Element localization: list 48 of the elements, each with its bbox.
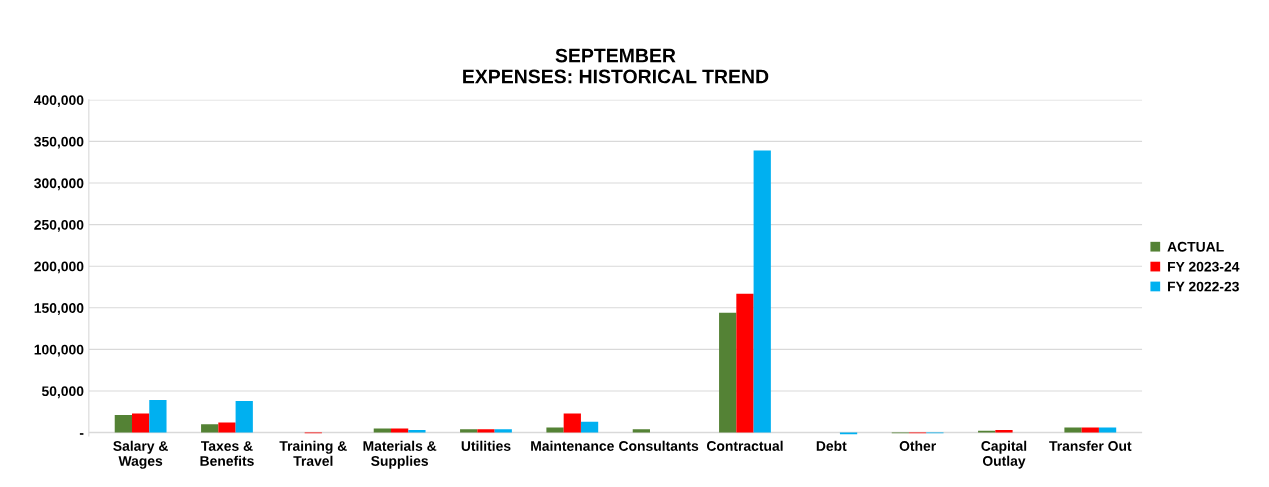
bar	[736, 293, 754, 433]
legend-label: ACTUAL	[1167, 241, 1224, 252]
bar	[719, 312, 737, 433]
bar	[580, 421, 599, 433]
y-tick-label: 400,000	[33, 95, 84, 108]
bar	[235, 400, 253, 433]
bar	[201, 424, 219, 433]
bar	[132, 413, 150, 433]
x-tick-label: Utilities	[461, 440, 511, 451]
bar	[1064, 427, 1082, 433]
y-tick-label: 300,000	[34, 178, 84, 191]
bar	[494, 429, 512, 433]
bar	[114, 415, 132, 433]
x-tick-label: Capital Outlay	[981, 440, 1027, 469]
bar	[477, 429, 495, 433]
bar	[753, 150, 771, 433]
x-tick-label: Contractual	[706, 440, 783, 451]
bar	[632, 429, 650, 433]
legend-label: FY 2022-23	[1168, 281, 1239, 292]
legend-label: FY 2023-24	[1168, 261, 1240, 272]
x-tick-label: Training & Travel	[279, 440, 347, 466]
y-tick-label: 200,000	[34, 261, 84, 274]
bar	[391, 428, 409, 433]
x-tick-label: Debt	[816, 440, 847, 451]
bar	[1081, 427, 1099, 433]
bar	[218, 422, 236, 433]
bar	[460, 429, 478, 433]
bar	[149, 400, 167, 433]
y-tick-label: -	[79, 433, 84, 435]
y-tick-label: 350,000	[34, 136, 84, 149]
bar	[546, 427, 564, 433]
bar	[373, 428, 391, 433]
x-tick-label: Taxes & Benefits	[200, 441, 254, 466]
x-tick-label: Consultants	[619, 440, 699, 451]
chart-title: SEPTEMBER EXPENSES: HISTORICAL TREND	[463, 48, 769, 84]
x-tick-label: Materials & Supplies	[363, 440, 437, 469]
bar	[1098, 427, 1117, 433]
y-tick-label: 250,000	[34, 219, 84, 232]
bar	[408, 430, 426, 433]
y-tick-label: 100,000	[34, 344, 84, 357]
x-tick-label: Salary & Wages	[113, 440, 168, 469]
bar	[563, 413, 581, 433]
y-tick-label: 150,000	[34, 303, 84, 315]
y-tick-label: 50,000	[41, 386, 84, 399]
x-tick-label: Other	[899, 440, 936, 451]
x-tick-label: Maintenance	[531, 440, 614, 451]
x-tick-label: Transfer Out	[1049, 440, 1132, 451]
bar	[995, 430, 1013, 433]
